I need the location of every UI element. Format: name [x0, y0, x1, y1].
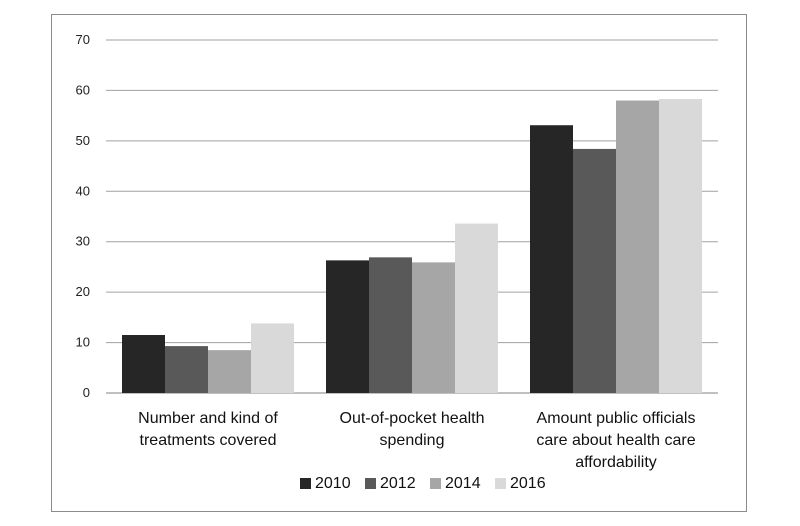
bar	[251, 323, 294, 393]
y-axis-ticks: 0 10 20 30 40 50 60 70	[76, 32, 90, 400]
y-tick-label: 40	[76, 183, 90, 198]
bar	[412, 262, 455, 393]
bar	[165, 346, 208, 393]
legend-swatch	[430, 478, 441, 489]
legend-swatch	[365, 478, 376, 489]
bar	[455, 223, 498, 393]
y-tick-label: 10	[76, 335, 90, 350]
category-label: Number and kind of	[138, 410, 278, 427]
y-tick-label: 20	[76, 284, 90, 299]
bar	[530, 125, 573, 393]
category-label: care about health care	[536, 432, 695, 449]
category-label: affordability	[575, 454, 657, 471]
y-tick-label: 0	[83, 385, 90, 400]
bar	[659, 99, 702, 393]
bar	[326, 260, 369, 393]
legend-label: 2014	[445, 475, 481, 492]
category-label: treatments covered	[140, 432, 277, 449]
legend-label: 2012	[380, 475, 416, 492]
bar	[616, 100, 659, 393]
y-tick-label: 60	[76, 82, 90, 97]
category-label: spending	[380, 432, 445, 449]
y-tick-label: 30	[76, 234, 90, 249]
y-tick-label: 50	[76, 133, 90, 148]
category-label: Amount public officials	[537, 410, 696, 427]
bar	[208, 350, 251, 393]
category-label: Out-of-pocket health	[340, 410, 485, 427]
legend-swatch	[300, 478, 311, 489]
legend-label: 2010	[315, 475, 351, 492]
bar	[122, 335, 165, 393]
legend-label: 2016	[510, 475, 546, 492]
y-tick-label: 70	[76, 32, 90, 47]
bar	[369, 257, 412, 393]
bars	[122, 99, 702, 393]
bar	[573, 148, 616, 393]
legend-swatch	[495, 478, 506, 489]
x-axis-categories: Number and kind of treatments covered Out-…	[138, 410, 696, 471]
legend: 2010 2012 2014 2016	[300, 475, 546, 492]
